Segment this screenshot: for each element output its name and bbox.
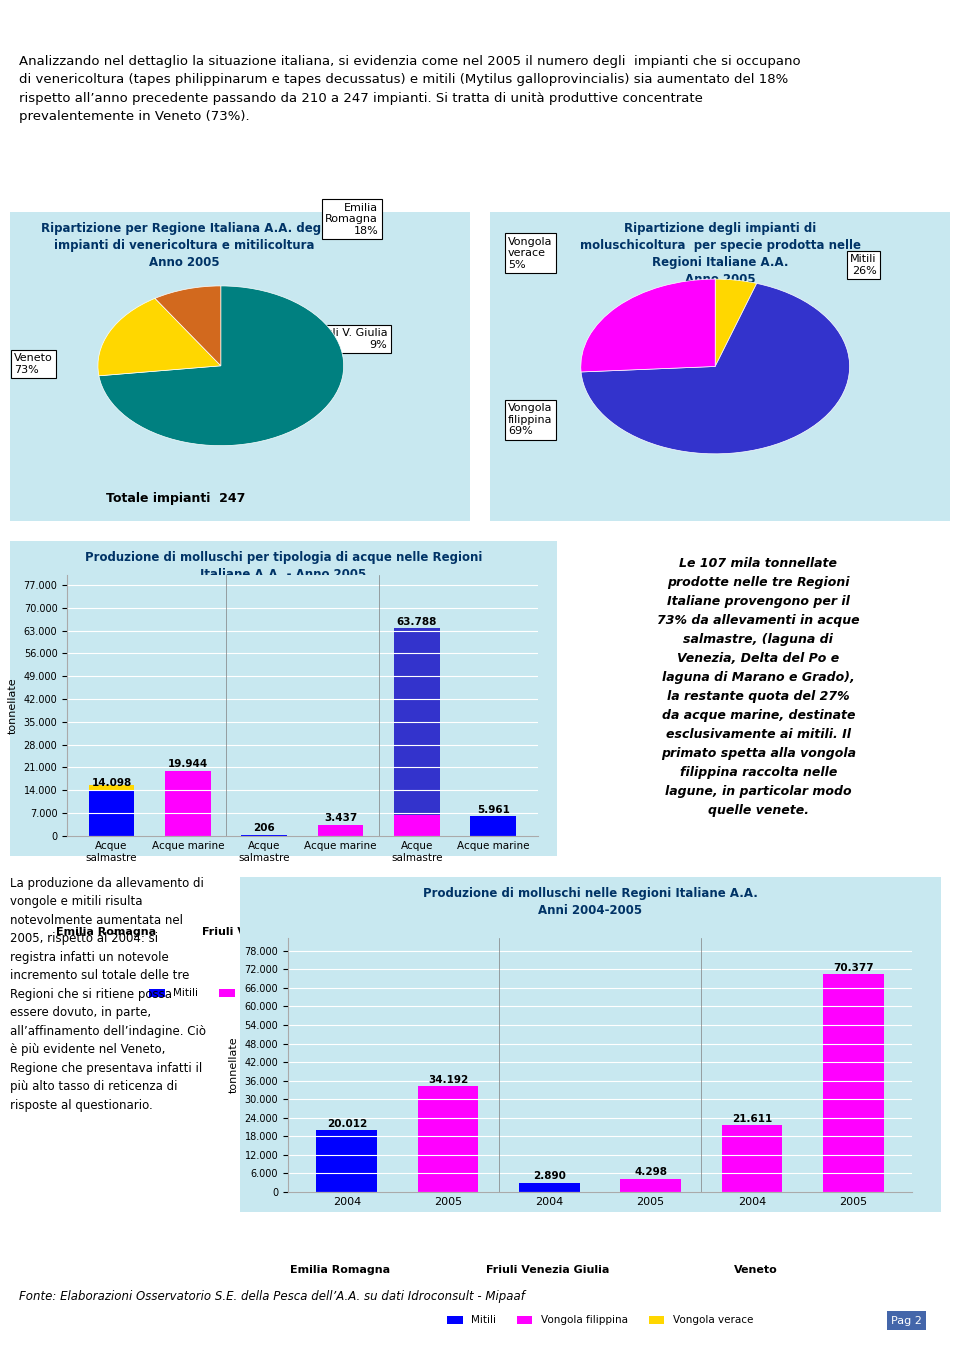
Text: Produzione di molluschi per tipologia di acque nelle Regioni
Italiane A.A. - Ann: Produzione di molluschi per tipologia di…: [84, 551, 482, 581]
Wedge shape: [99, 286, 344, 445]
Text: La produzione da allevamento di
vongole e mitili risulta
notevolmente aumentata : La produzione da allevamento di vongole …: [10, 877, 205, 1112]
Wedge shape: [581, 279, 715, 373]
Text: 4.298: 4.298: [635, 1167, 667, 1177]
Bar: [318, 825, 364, 836]
Bar: [394, 629, 440, 836]
Text: 206: 206: [253, 823, 276, 833]
Wedge shape: [715, 279, 756, 366]
Wedge shape: [98, 299, 221, 375]
Text: 20.012: 20.012: [326, 1118, 367, 1129]
Bar: [317, 1130, 377, 1192]
Text: 2.890: 2.890: [533, 1171, 565, 1181]
Text: 14.098: 14.098: [91, 778, 132, 788]
Text: 63.788: 63.788: [396, 616, 437, 626]
Text: Emilia Romagna: Emilia Romagna: [57, 926, 156, 937]
FancyBboxPatch shape: [226, 870, 955, 1219]
Bar: [418, 1086, 478, 1192]
Text: 34.192: 34.192: [428, 1074, 468, 1085]
Bar: [88, 785, 134, 790]
FancyBboxPatch shape: [0, 534, 567, 863]
Bar: [88, 790, 134, 836]
Text: Veneto: Veneto: [734, 1265, 778, 1275]
Text: 21.611: 21.611: [732, 1114, 772, 1123]
Text: Analizzando nel dettaglio la situazione italiana, si evidenzia come nel 2005 il : Analizzando nel dettaglio la situazione …: [19, 55, 801, 123]
Bar: [394, 815, 440, 836]
Text: Produzione di molluschi nelle Regioni Italiane A.A.
Anni 2004-2005: Produzione di molluschi nelle Regioni It…: [423, 886, 757, 917]
Bar: [165, 771, 211, 836]
Text: Ripartizione per Regione Italiana A.A. degli
impianti di venericoltura e mitilic: Ripartizione per Regione Italiana A.A. d…: [40, 222, 328, 269]
Text: Mitili
26%: Mitili 26%: [851, 255, 876, 275]
Text: 19.944: 19.944: [168, 759, 208, 769]
Bar: [722, 1125, 782, 1192]
Text: Veneto
73%: Veneto 73%: [14, 353, 53, 374]
Text: 70.377: 70.377: [833, 963, 874, 973]
Legend: Mitili, Vongola filippina, Vongola verace: Mitili, Vongola filippina, Vongola verac…: [443, 1311, 757, 1329]
Bar: [519, 1182, 580, 1192]
Legend: Mitili, Vongola filippina, Vongola verace: Mitili, Vongola filippina, Vongola verac…: [145, 984, 460, 1003]
Bar: [620, 1178, 681, 1192]
Bar: [394, 629, 440, 836]
Text: Emilia
Romagna
18%: Emilia Romagna 18%: [325, 203, 378, 236]
Bar: [470, 817, 516, 836]
Wedge shape: [155, 286, 221, 366]
Text: Vongola
verace
5%: Vongola verace 5%: [508, 237, 553, 270]
Text: Friuli Venezia Giulia: Friuli Venezia Giulia: [487, 1265, 610, 1275]
Text: Friuli Venezia Giulia: Friuli Venezia Giulia: [202, 926, 324, 937]
Text: Veneto: Veneto: [398, 926, 442, 937]
FancyBboxPatch shape: [480, 207, 960, 527]
Bar: [823, 974, 883, 1192]
Text: Totale impianti  247: Totale impianti 247: [106, 492, 245, 506]
Text: Vongola
filippina
69%: Vongola filippina 69%: [508, 403, 553, 436]
FancyBboxPatch shape: [0, 207, 480, 527]
Text: 5.961: 5.961: [477, 804, 510, 815]
Y-axis label: tonnellate: tonnellate: [8, 677, 18, 734]
Text: Friuli V. Giulia
9%: Friuli V. Giulia 9%: [312, 329, 388, 349]
Text: Ripartizione degli impianti di
moluschicoltura  per specie prodotta nelle
Region: Ripartizione degli impianti di moluschic…: [580, 222, 860, 285]
Bar: [88, 790, 134, 836]
Wedge shape: [581, 284, 850, 453]
Text: Fonte: Elaborazioni Osservatorio S.E. della Pesca dell’A.A. su dati Idroconsult : Fonte: Elaborazioni Osservatorio S.E. de…: [19, 1291, 525, 1303]
Text: Pag 2: Pag 2: [891, 1315, 922, 1326]
Text: Le 107 mila tonnellate
prodotte nelle tre Regioni
Italiane provengono per il
73%: Le 107 mila tonnellate prodotte nelle tr…: [657, 556, 860, 817]
Text: 3.437: 3.437: [324, 812, 357, 823]
Text: Emilia Romagna: Emilia Romagna: [290, 1265, 390, 1275]
Y-axis label: tonnellate: tonnellate: [228, 1037, 239, 1093]
